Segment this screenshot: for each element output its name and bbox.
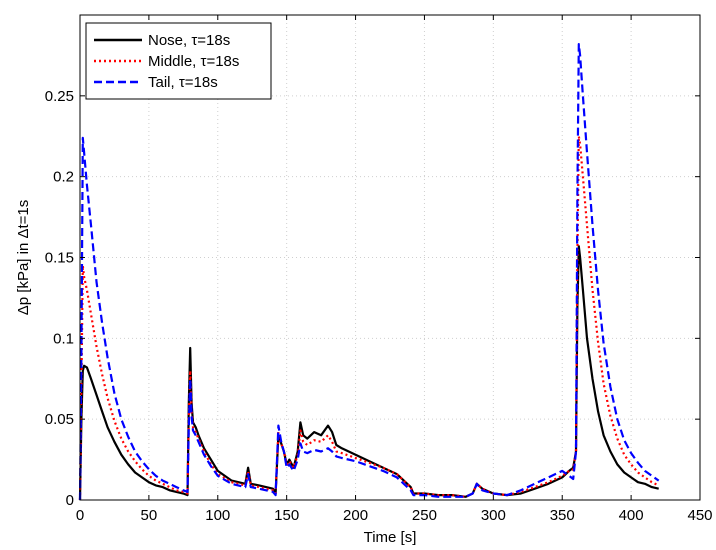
grid: [80, 15, 700, 500]
y-tick-label: 0.1: [53, 330, 74, 347]
series-line-middle: [78, 135, 660, 501]
x-tick-label: 100: [205, 507, 230, 524]
series-lines: [78, 43, 660, 501]
x-tick-label: 400: [619, 507, 644, 524]
y-tick-label: 0.15: [45, 250, 74, 267]
x-tick-label: 350: [550, 507, 575, 524]
x-tick-label: 200: [343, 507, 368, 524]
x-tick-label: 250: [412, 507, 437, 524]
y-tick-label: 0.25: [45, 88, 74, 105]
y-tick-label: 0: [66, 492, 74, 509]
legend-box: [85, 22, 272, 100]
x-tick-label: 450: [687, 507, 712, 524]
legend-label-nose: Nose, τ=18s: [148, 32, 230, 49]
series-line-tail: [78, 43, 660, 501]
y-tick-label: 0.05: [45, 411, 74, 428]
y-axis-label: Δp [kPa] in Δt=1s: [15, 200, 32, 316]
x-tick-label: 300: [481, 507, 506, 524]
y-tick-label: 0.2: [53, 169, 74, 186]
legend-label-tail: Tail, τ=18s: [148, 74, 218, 91]
x-tick-label: 50: [141, 507, 158, 524]
x-axis-label: Time [s]: [364, 529, 417, 546]
x-tick-label: 0: [76, 507, 84, 524]
legend-label-middle: Middle, τ=18s: [148, 53, 239, 70]
x-tick-label: 150: [274, 507, 299, 524]
axis-ticks: 0 50 100 150 200 250 300 350 400 450 0 0.05 0.1 0.15 0…: [45, 15, 713, 524]
legend: Nose, τ=18s Middle, τ=18s Tail, τ=18s: [85, 22, 272, 100]
